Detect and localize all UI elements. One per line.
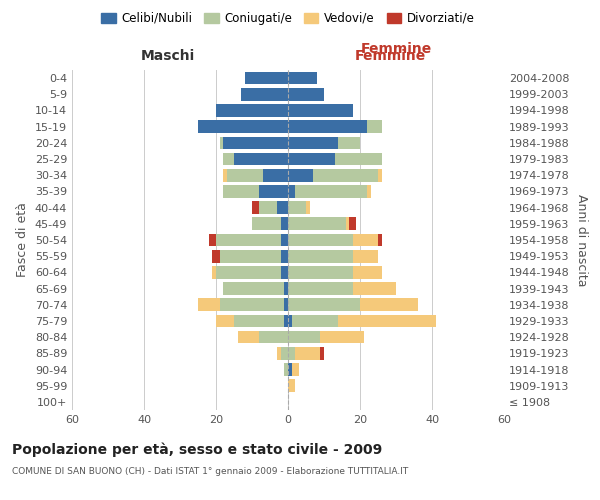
Bar xyxy=(198,120,288,133)
Bar xyxy=(212,250,220,262)
Bar xyxy=(288,120,367,133)
Bar xyxy=(284,282,288,295)
Bar xyxy=(353,266,382,278)
Bar xyxy=(313,169,378,181)
Bar xyxy=(245,72,288,85)
Bar xyxy=(353,250,378,262)
Legend: Celibi/Nubili, Coniugati/e, Vedovi/e, Divorziati/e: Celibi/Nubili, Coniugati/e, Vedovi/e, Di… xyxy=(98,8,478,28)
Bar xyxy=(252,202,259,214)
Text: Femmine: Femmine xyxy=(361,42,431,56)
Bar xyxy=(223,185,259,198)
Bar xyxy=(378,234,382,246)
Bar xyxy=(320,331,364,344)
Bar xyxy=(288,331,320,344)
Bar xyxy=(353,282,396,295)
Bar xyxy=(338,314,436,328)
Bar xyxy=(284,298,288,311)
Bar xyxy=(209,234,216,246)
Bar xyxy=(198,298,220,311)
Bar xyxy=(288,363,292,376)
Bar xyxy=(241,88,288,101)
Bar xyxy=(223,152,234,166)
Bar xyxy=(223,136,288,149)
Bar xyxy=(220,250,281,262)
Bar xyxy=(292,314,338,328)
Bar xyxy=(288,250,353,262)
Bar xyxy=(281,266,288,278)
Bar xyxy=(284,363,288,376)
Bar xyxy=(288,136,338,149)
Bar xyxy=(252,218,281,230)
Bar xyxy=(216,314,234,328)
Bar xyxy=(234,314,284,328)
Bar xyxy=(288,380,295,392)
Bar xyxy=(288,202,306,214)
Bar xyxy=(288,282,353,295)
Bar xyxy=(353,234,378,246)
Bar xyxy=(288,152,335,166)
Bar xyxy=(288,218,346,230)
Bar xyxy=(238,331,259,344)
Bar xyxy=(259,202,277,214)
Y-axis label: Anni di nascita: Anni di nascita xyxy=(575,194,588,286)
Bar xyxy=(346,218,349,230)
Bar xyxy=(212,266,216,278)
Text: Popolazione per età, sesso e stato civile - 2009: Popolazione per età, sesso e stato civil… xyxy=(12,442,382,457)
Bar xyxy=(288,169,313,181)
Bar xyxy=(259,185,288,198)
Y-axis label: Fasce di età: Fasce di età xyxy=(16,202,29,278)
Bar xyxy=(295,185,367,198)
Bar xyxy=(223,169,227,181)
Bar xyxy=(367,120,382,133)
Bar xyxy=(288,72,317,85)
Bar xyxy=(360,298,418,311)
Bar xyxy=(281,218,288,230)
Bar xyxy=(292,363,299,376)
Bar xyxy=(216,234,281,246)
Bar xyxy=(227,169,263,181)
Bar xyxy=(216,266,281,278)
Bar xyxy=(220,136,223,149)
Bar xyxy=(288,104,353,117)
Bar xyxy=(216,104,288,117)
Bar xyxy=(288,314,292,328)
Bar xyxy=(284,314,288,328)
Bar xyxy=(338,136,360,149)
Bar xyxy=(288,347,295,360)
Bar xyxy=(288,88,324,101)
Bar xyxy=(349,218,356,230)
Text: Maschi: Maschi xyxy=(141,48,195,62)
Bar xyxy=(320,347,324,360)
Bar xyxy=(263,169,288,181)
Bar xyxy=(277,202,288,214)
Bar xyxy=(220,298,284,311)
Bar xyxy=(234,152,288,166)
Bar xyxy=(223,282,284,295)
Bar xyxy=(281,250,288,262)
Bar xyxy=(288,234,353,246)
Bar xyxy=(288,298,360,311)
Bar xyxy=(295,347,320,360)
Bar xyxy=(335,152,382,166)
Bar xyxy=(281,234,288,246)
Bar xyxy=(281,347,288,360)
Bar xyxy=(288,185,295,198)
Bar xyxy=(259,331,288,344)
Bar xyxy=(367,185,371,198)
Text: COMUNE DI SAN BUONO (CH) - Dati ISTAT 1° gennaio 2009 - Elaborazione TUTTITALIA.: COMUNE DI SAN BUONO (CH) - Dati ISTAT 1°… xyxy=(12,468,408,476)
Bar xyxy=(288,266,353,278)
Bar xyxy=(306,202,310,214)
Bar xyxy=(277,347,281,360)
Bar xyxy=(378,169,382,181)
Text: Femmine: Femmine xyxy=(355,48,425,62)
